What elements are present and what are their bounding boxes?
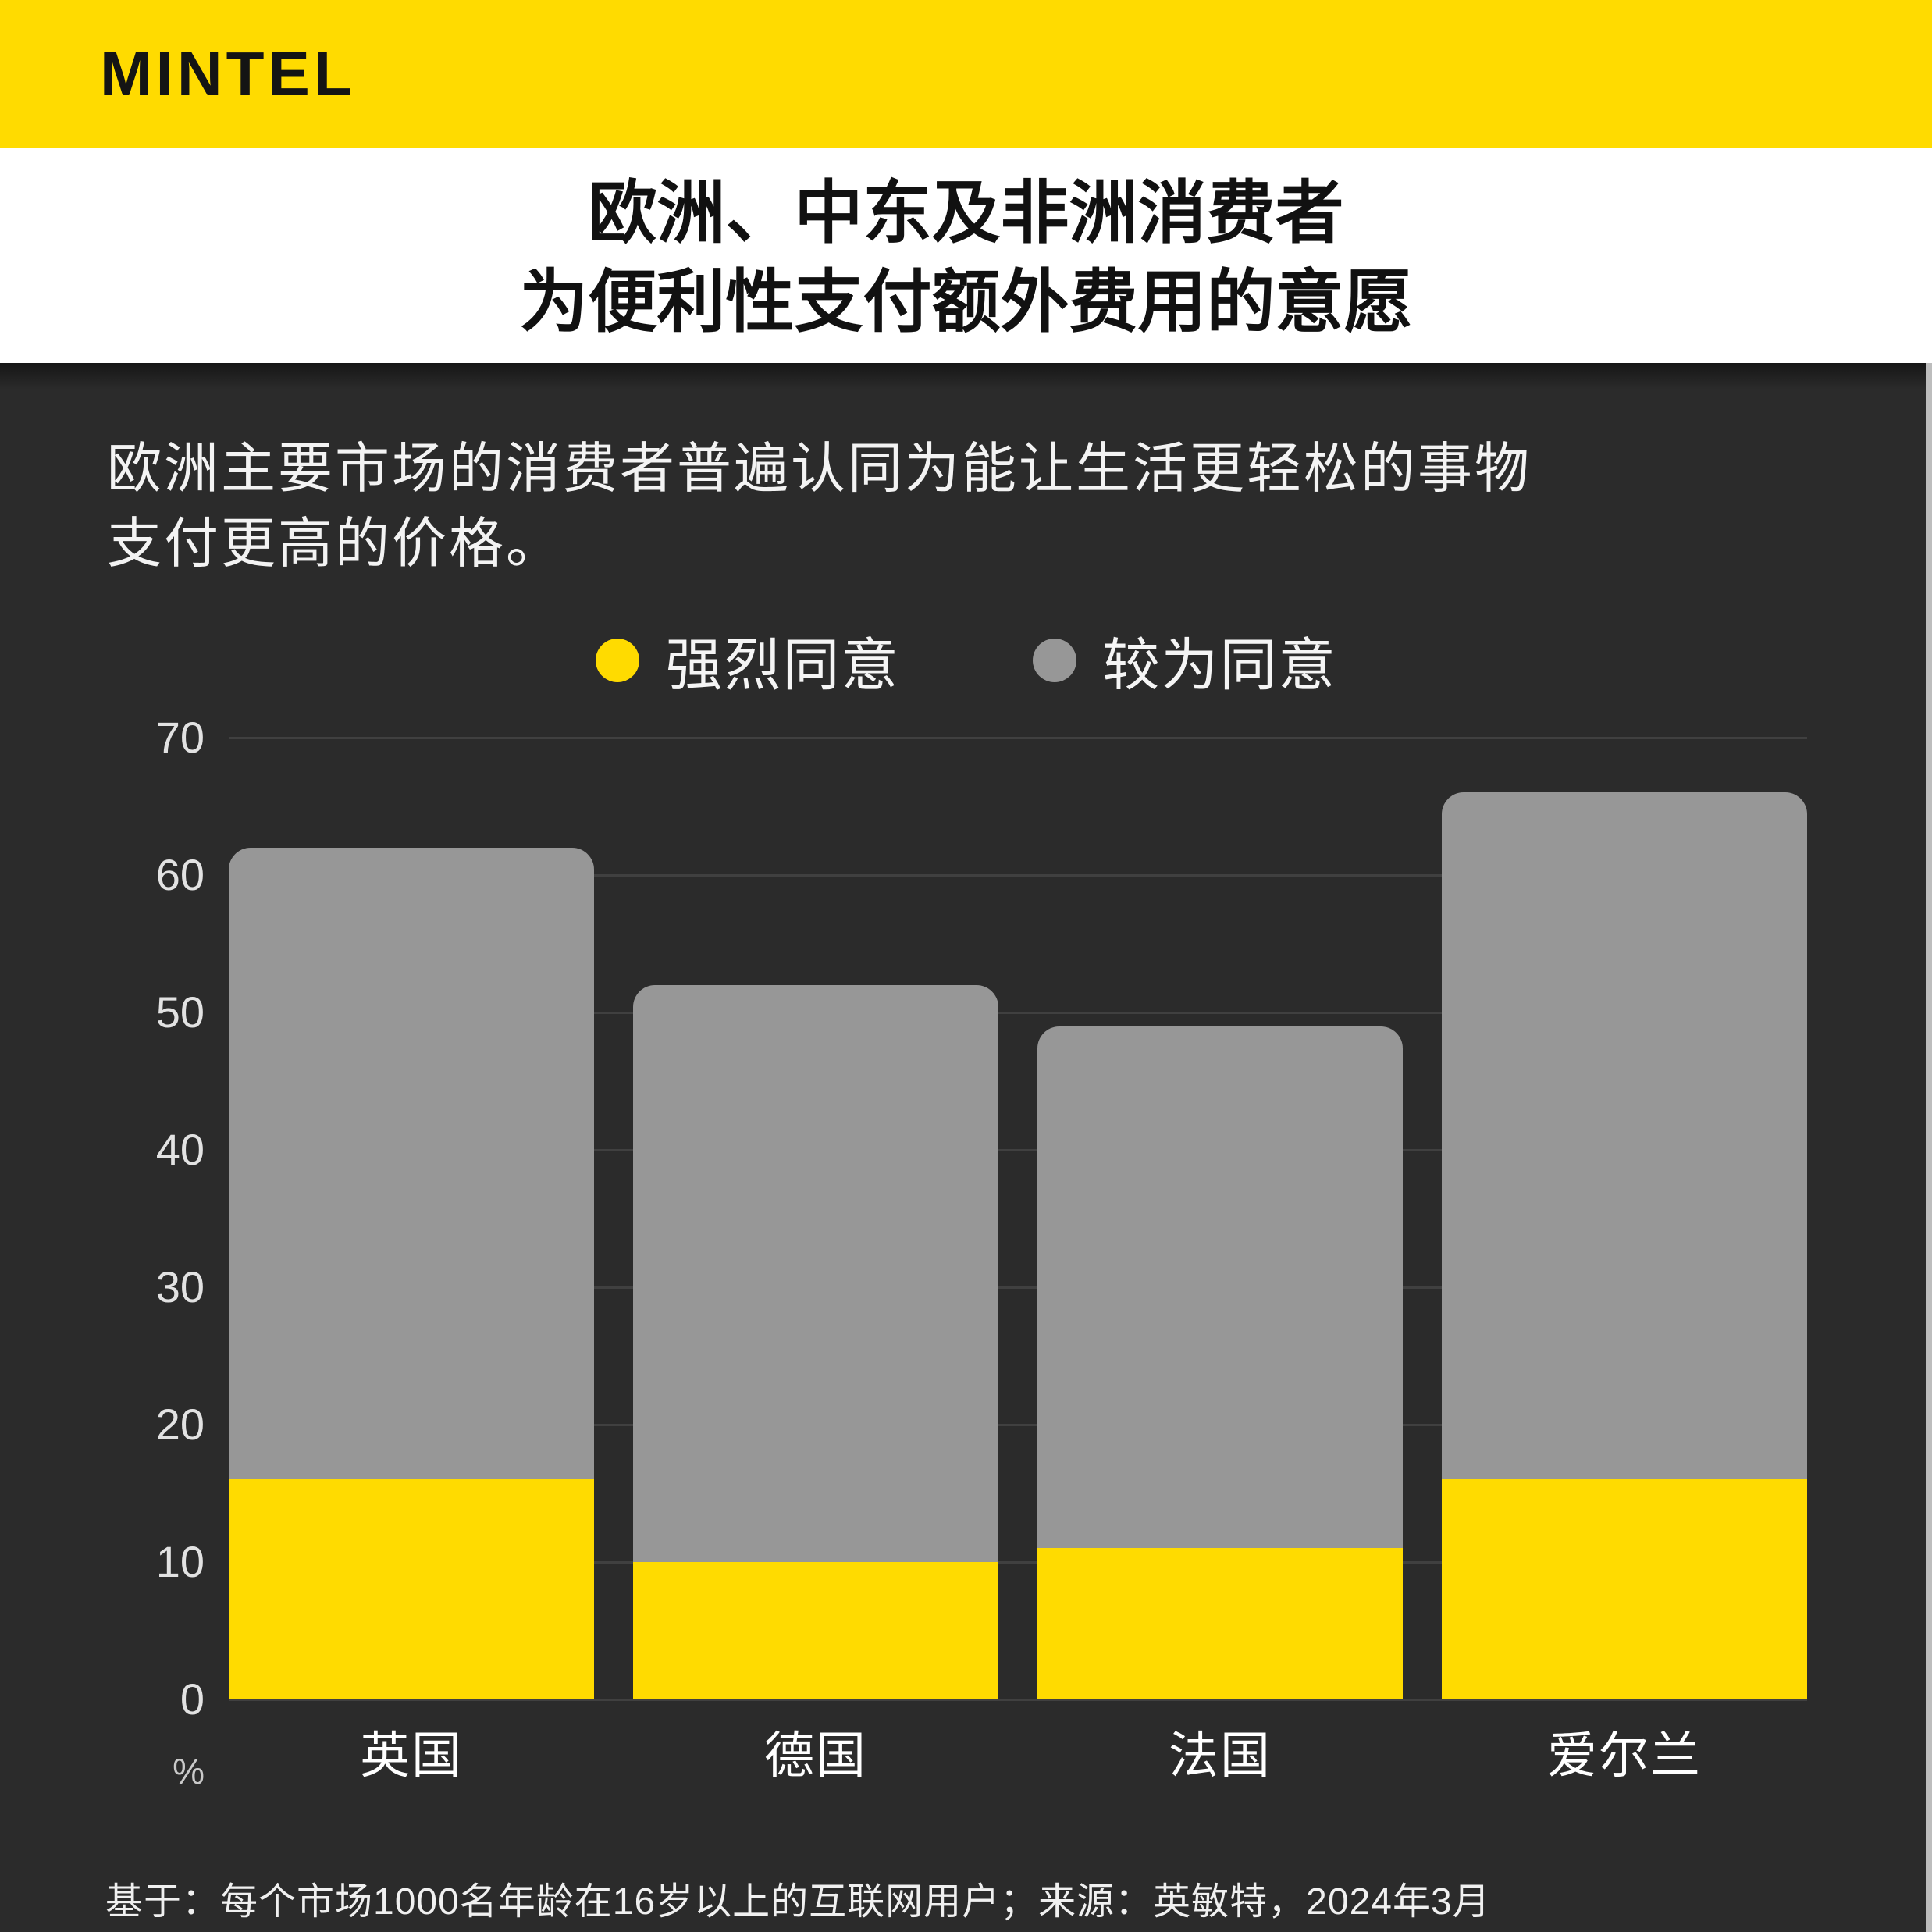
chart-legend: 强烈同意 较为同意 bbox=[0, 631, 1932, 697]
y-axis-tick-10: 10 bbox=[155, 1537, 205, 1586]
summary-text: 欧洲主要市场的消费者普遍认同为能让生活更轻松的事物 支付更高的价格。 bbox=[107, 431, 1746, 581]
y-axis-tick-50: 50 bbox=[155, 987, 205, 1037]
x-axis-label-德国: 德国 bbox=[764, 1727, 867, 1784]
bar-法国-strongly-agree bbox=[1037, 1548, 1403, 1699]
bar-爱尔兰-somewhat-agree bbox=[1442, 792, 1807, 1480]
summary-line1: 欧洲主要市场的消费者普遍认同为能让生活更轻松的事物 bbox=[107, 438, 1532, 499]
gridline-30 bbox=[229, 1286, 1807, 1289]
gridline-70 bbox=[229, 737, 1807, 739]
y-axis-tick-30: 30 bbox=[155, 1262, 205, 1311]
bar-德国-somewhat-agree bbox=[633, 984, 998, 1562]
mintel-logo: MINTEL bbox=[100, 39, 356, 109]
y-axis-tick-40: 40 bbox=[155, 1125, 205, 1174]
y-axis-tick-20: 20 bbox=[155, 1400, 205, 1449]
gridline-0 bbox=[229, 1699, 1807, 1701]
brand-banner: MINTEL bbox=[0, 0, 1932, 148]
page-right-edge bbox=[1926, 363, 1932, 1932]
bar-爱尔兰-strongly-agree bbox=[1442, 1479, 1807, 1699]
legend-item-somewhat-agree: 较为同意 bbox=[1032, 619, 1337, 702]
strongly-agree-dot-icon bbox=[595, 639, 639, 682]
y-axis-tick-60: 60 bbox=[155, 850, 205, 899]
summary-line2: 支付更高的价格。 bbox=[107, 513, 563, 574]
bar-英国-somewhat-agree bbox=[229, 847, 594, 1480]
legend-label-strongly-agree: 强烈同意 bbox=[665, 634, 900, 697]
source-footnote: 基于：每个市场1000名年龄在16岁以上的互联网用户；来源：英敏特，2024年3… bbox=[105, 1881, 1491, 1923]
gridline-60 bbox=[229, 874, 1807, 877]
x-axis-label-爱尔兰: 爱尔兰 bbox=[1547, 1727, 1702, 1784]
chart-title-line1: 欧洲、中东及非洲消费者 bbox=[588, 174, 1344, 251]
y-axis-tick-70: 70 bbox=[155, 713, 205, 762]
title-band: 欧洲、中东及非洲消费者 为便利性支付额外费用的意愿 bbox=[0, 148, 1932, 363]
bar-法国-somewhat-agree bbox=[1037, 1026, 1403, 1549]
bar-英国-strongly-agree bbox=[229, 1479, 594, 1699]
x-axis-label-法国: 法国 bbox=[1169, 1727, 1272, 1784]
gridline-20 bbox=[229, 1424, 1807, 1426]
gridline-10 bbox=[229, 1561, 1807, 1564]
x-axis-label-英国: 英国 bbox=[360, 1727, 463, 1784]
y-axis-unit: % bbox=[173, 1751, 205, 1791]
gridline-40 bbox=[229, 1149, 1807, 1151]
somewhat-agree-dot-icon bbox=[1032, 639, 1076, 682]
bar-德国-strongly-agree bbox=[633, 1562, 998, 1699]
gridline-50 bbox=[229, 1012, 1807, 1014]
y-axis-tick-0: 0 bbox=[180, 1674, 205, 1724]
chart-title-line2: 为便利性支付额外费用的意愿 bbox=[519, 263, 1413, 340]
legend-item-strongly-agree: 强烈同意 bbox=[595, 619, 900, 702]
legend-label-somewhat-agree: 较为同意 bbox=[1102, 634, 1337, 697]
